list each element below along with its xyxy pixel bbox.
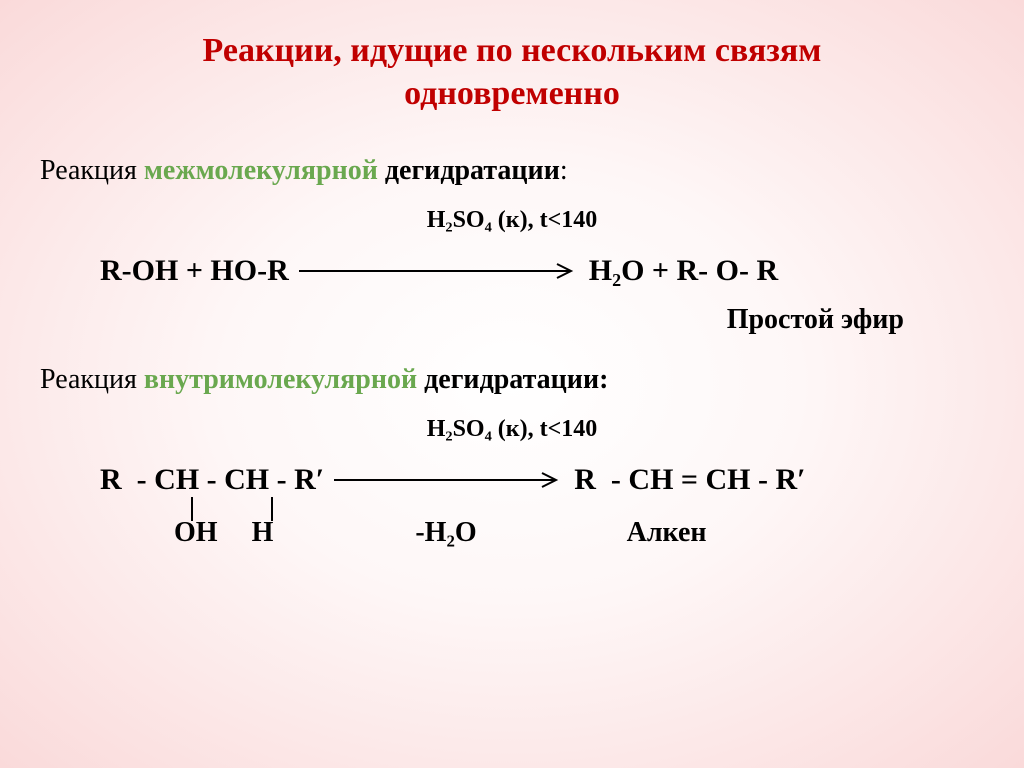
title-line1: Реакции, идущие по нескольким связям [203,32,822,69]
section1-rhs: H₂O + R- O- R [589,254,778,288]
section2-condition-text: H₂SO₄ (к), t<140 [427,416,598,442]
section1-prefix: Реакция [40,155,144,186]
sub-h: H [252,517,274,549]
section2-prefix: Реакция [40,364,144,395]
section2-condition: H₂SO₄ (к), t<140 [40,416,984,443]
section1-condition: H₂SO₄ (к), t<140 [40,207,984,234]
section1-colon: : [560,155,568,186]
slide-title: Реакции, идущие по нескольким связям одн… [40,30,984,115]
section2-label: Реакция внутримолекулярной дегидратации: [40,364,984,396]
section1-lhs: R-OH + HO-R [100,254,289,288]
section2-kind: внутримолекулярной [144,364,417,395]
arrow-icon [334,470,564,490]
section1-label: Реакция межмолекулярной дегидратации: [40,155,984,187]
sub-oh: OH [174,517,218,549]
sub-h2o: -H₂O [415,517,476,549]
section2-lhs: R - CH - CH - R′ [100,463,324,497]
sub-alk: Алкен [627,517,707,549]
section2-rhs: R - CH = CH - R′ [574,463,805,497]
section2-equation-block: R - CH - CH - R′ R - CH = CH - R′ OH H -… [40,463,984,549]
section1-suffix: дегидратации [378,155,560,186]
title-line2: одновременно [404,75,620,112]
section1-condition-text: H₂SO₄ (к), t<140 [427,207,598,233]
section1-product: Простой эфир [40,304,984,336]
arrow-icon [299,261,579,281]
section1-product-text: Простой эфир [727,304,904,335]
section1-kind: межмолекулярной [144,155,378,186]
section1-equation: R-OH + HO-R H₂O + R- O- R [40,254,984,288]
section2-equation: R - CH - CH - R′ R - CH = CH - R′ [40,463,984,497]
section2-subrow: OH H -H₂O Алкен [100,517,984,549]
section2-suffix: дегидратации: [417,364,608,395]
